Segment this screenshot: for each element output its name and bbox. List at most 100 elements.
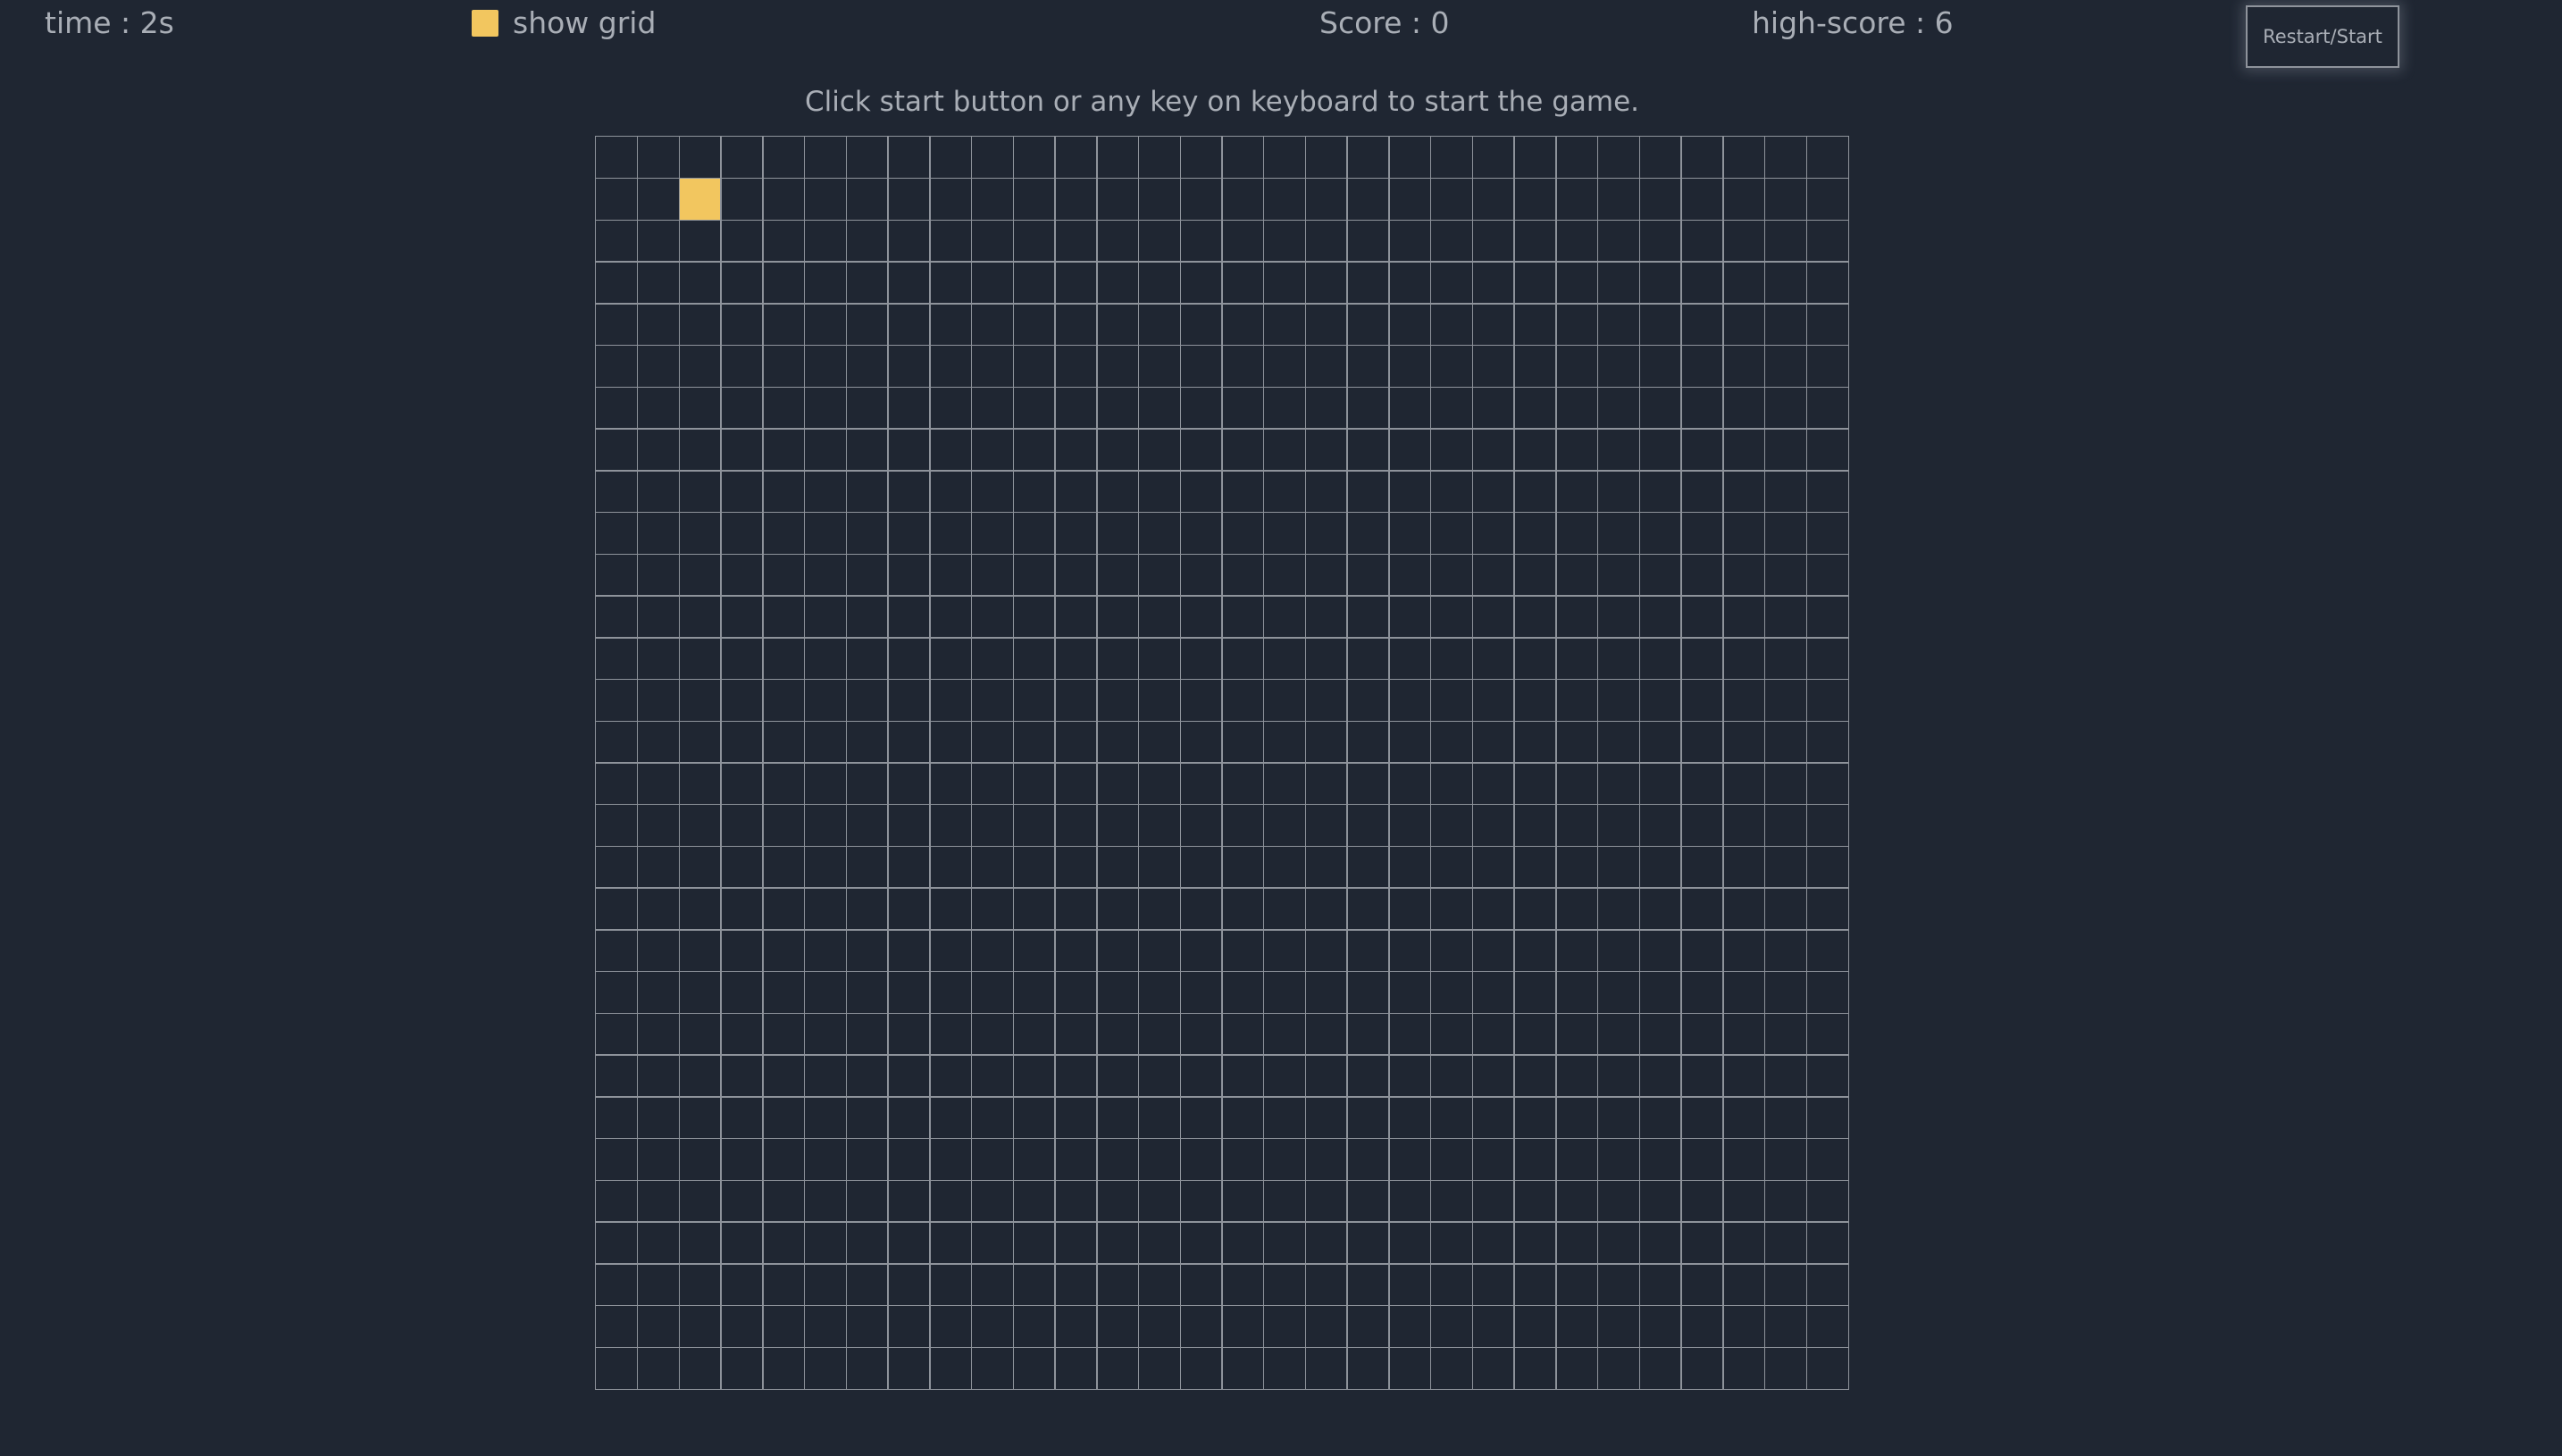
grid-cell bbox=[970, 303, 1015, 347]
grid-cell bbox=[1304, 803, 1348, 848]
grid-cell bbox=[678, 428, 722, 472]
grid-cell bbox=[720, 762, 764, 806]
grid-cell bbox=[1346, 762, 1390, 806]
grid-cell bbox=[1179, 511, 1223, 556]
grid-cell bbox=[1429, 1263, 1474, 1307]
grid-cell bbox=[1680, 1012, 1724, 1056]
grid-cell bbox=[1429, 637, 1474, 681]
grid-cell bbox=[1638, 637, 1682, 681]
grid-cell bbox=[1054, 845, 1098, 889]
grid-cell bbox=[1304, 1137, 1348, 1182]
grid-cell bbox=[929, 1346, 973, 1390]
grid-cell bbox=[1763, 1012, 1808, 1056]
grid-cell bbox=[1388, 678, 1432, 723]
grid-cell bbox=[1137, 344, 1182, 389]
grid-cell bbox=[1304, 511, 1348, 556]
grid-cell bbox=[1304, 1179, 1348, 1223]
grid-cell bbox=[1638, 1221, 1682, 1265]
grid-cell bbox=[929, 136, 973, 180]
grid-cell bbox=[1221, 887, 1265, 931]
grid-cell bbox=[1513, 344, 1557, 389]
grid-cell bbox=[887, 428, 931, 472]
grid-cell bbox=[1680, 1096, 1724, 1140]
grid-cell bbox=[1513, 1096, 1557, 1140]
grid-cell bbox=[1096, 720, 1140, 764]
grid-cell bbox=[678, 386, 722, 430]
grid-cell bbox=[1221, 1012, 1265, 1056]
grid-cell bbox=[1513, 1304, 1557, 1349]
grid-cell bbox=[1805, 720, 1849, 764]
grid-cell bbox=[1555, 970, 1599, 1015]
grid-cell bbox=[1471, 553, 1515, 597]
grid-cell bbox=[845, 1137, 889, 1182]
grid-cell bbox=[1722, 177, 1766, 222]
grid-cell bbox=[845, 219, 889, 263]
grid-cell bbox=[1513, 553, 1557, 597]
grid-cell bbox=[1471, 344, 1515, 389]
grid-cell bbox=[678, 845, 722, 889]
grid-cell bbox=[1346, 219, 1390, 263]
grid-cell bbox=[1096, 428, 1140, 472]
grid-cell bbox=[1680, 1221, 1724, 1265]
grid-cell bbox=[1012, 845, 1056, 889]
grid-cell bbox=[678, 1096, 722, 1140]
grid-cell bbox=[1513, 887, 1557, 931]
grid-cell bbox=[720, 1137, 764, 1182]
grid-cell bbox=[1179, 1012, 1223, 1056]
grid-cell bbox=[1680, 219, 1724, 263]
grid-cell bbox=[1429, 386, 1474, 430]
grid-cell bbox=[1012, 1096, 1056, 1140]
grid-cell bbox=[1388, 1304, 1432, 1349]
grid-cell bbox=[1722, 1137, 1766, 1182]
grid-cell bbox=[1596, 386, 1641, 430]
grid-cell bbox=[595, 1012, 639, 1056]
game-board[interactable] bbox=[595, 136, 1849, 1390]
grid-cell bbox=[762, 344, 806, 389]
grid-cell bbox=[1388, 136, 1432, 180]
grid-cell bbox=[1763, 803, 1808, 848]
grid-cell bbox=[1596, 1346, 1641, 1390]
grid-cell bbox=[970, 929, 1015, 973]
grid-cell bbox=[887, 553, 931, 597]
grid-cell bbox=[929, 803, 973, 848]
grid-cell bbox=[1471, 1304, 1515, 1349]
grid-cell bbox=[1054, 1054, 1098, 1098]
grid-cell bbox=[1262, 1304, 1307, 1349]
grid-cell bbox=[887, 470, 931, 514]
grid-cell bbox=[929, 386, 973, 430]
grid-cell bbox=[1137, 1263, 1182, 1307]
grid-cell bbox=[1137, 595, 1182, 639]
grid-cell bbox=[678, 803, 722, 848]
restart-start-button[interactable]: Restart/Start bbox=[2246, 5, 2399, 68]
grid-cell bbox=[1304, 970, 1348, 1015]
grid-cell bbox=[1429, 1304, 1474, 1349]
grid-cell bbox=[1137, 1137, 1182, 1182]
grid-cell bbox=[1262, 678, 1307, 723]
grid-cell bbox=[1513, 1263, 1557, 1307]
grid-cell bbox=[1471, 1346, 1515, 1390]
grid-cell bbox=[1012, 1263, 1056, 1307]
grid-cell bbox=[1137, 511, 1182, 556]
grid-cell bbox=[929, 261, 973, 305]
grid-cell bbox=[1096, 1096, 1140, 1140]
grid-cell bbox=[1471, 177, 1515, 222]
grid-cell bbox=[1638, 762, 1682, 806]
grid-cell bbox=[1596, 929, 1641, 973]
grid-cell bbox=[678, 344, 722, 389]
grid-cell bbox=[1054, 553, 1098, 597]
show-grid-toggle[interactable]: show grid bbox=[472, 5, 656, 41]
food-cell bbox=[678, 177, 722, 222]
grid-cell bbox=[1805, 136, 1849, 180]
grid-cell bbox=[595, 428, 639, 472]
grid-cell bbox=[1680, 177, 1724, 222]
show-grid-checkbox[interactable] bbox=[472, 10, 498, 37]
grid-cell bbox=[1221, 762, 1265, 806]
grid-cell bbox=[1346, 1179, 1390, 1223]
grid-cell bbox=[929, 845, 973, 889]
grid-cell bbox=[1179, 386, 1223, 430]
grid-cell bbox=[1680, 929, 1724, 973]
grid-cell bbox=[1555, 887, 1599, 931]
grid-cell bbox=[887, 887, 931, 931]
grid-cell bbox=[1388, 261, 1432, 305]
grid-cell bbox=[595, 803, 639, 848]
